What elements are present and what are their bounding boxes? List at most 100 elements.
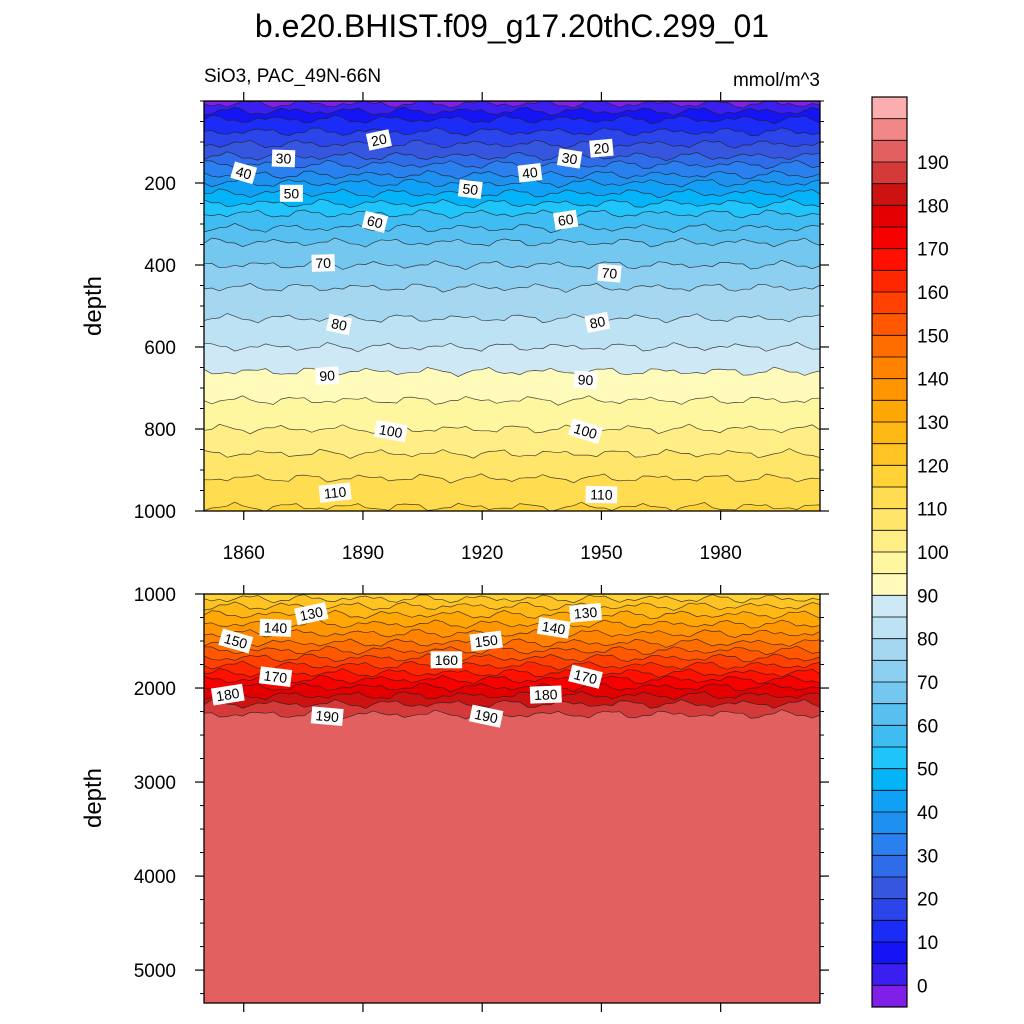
contour-line (204, 594, 820, 604)
contour-label-text: 80 (330, 315, 349, 334)
contour-label-box (584, 311, 611, 333)
y-tick-label: 1000 (134, 585, 176, 606)
colorbar-label: 170 (917, 240, 949, 261)
y-tick-label: 2000 (134, 679, 176, 700)
contour-label-text: 150 (222, 630, 249, 652)
contour-label-text: 130 (298, 603, 324, 624)
contour-line (204, 674, 820, 685)
contour-label: 100 (567, 418, 604, 444)
contour-label-box (589, 138, 614, 158)
contour-line (204, 473, 820, 484)
contour-label-text: 90 (319, 367, 336, 384)
colorbar-box (872, 335, 907, 358)
y-tick-label: 600 (144, 338, 176, 359)
colorbar-box (872, 443, 907, 466)
contour-label: 50 (279, 184, 303, 202)
contour-label: 40 (230, 161, 258, 185)
upper-panel: 200 400 600 800 1000 1860 1890 1920 1950 1980 20 2… (80, 92, 829, 564)
colorbar-box (872, 400, 907, 423)
contour-label-text: 40 (234, 163, 254, 183)
contour-label-text: 160 (435, 652, 459, 668)
contour-line (204, 178, 820, 189)
colorbar-box (872, 248, 907, 271)
contour-label-text: 180 (215, 685, 241, 704)
contour-label-box (310, 706, 344, 727)
contour-band (204, 473, 820, 511)
colorbar-box (872, 985, 907, 1008)
contour-label-box (569, 602, 602, 623)
contour-line (204, 668, 820, 678)
contour-line (204, 341, 820, 353)
units-label: mmol/m^3 (733, 70, 820, 91)
contour-label: 170 (568, 664, 603, 689)
contour-line (204, 690, 820, 701)
y-tick-label: 400 (144, 256, 176, 277)
contour-label-box (517, 162, 543, 183)
colorbar-box (872, 898, 907, 921)
contour-label-text: 60 (557, 211, 575, 229)
contour-label-text: 50 (284, 185, 300, 201)
colorbar-box (872, 118, 907, 141)
colorbar-label: 180 (917, 196, 949, 217)
contour-label-box (318, 482, 352, 503)
contour-label: 150 (469, 630, 503, 652)
upper-y-axis-title: depth (80, 276, 107, 336)
y-tick-label: 4000 (134, 867, 176, 888)
contour-line (204, 139, 820, 149)
contour-band (204, 502, 820, 511)
contour-line (204, 259, 820, 271)
colorbar-box (872, 833, 907, 856)
contour-label-text: 140 (541, 618, 567, 637)
y-tick-label: 800 (144, 420, 176, 441)
colorbar-label: 150 (917, 326, 949, 347)
contour-label-box (553, 209, 579, 231)
contour-label-text: 180 (534, 686, 558, 703)
contour-label-box (271, 149, 296, 168)
colorbar-box (872, 465, 907, 488)
colorbar-label: 190 (917, 153, 949, 174)
contour-label-box (294, 602, 329, 626)
contour-label-text: 60 (365, 212, 384, 231)
y-tick-label: 200 (144, 174, 176, 195)
contour-line (204, 366, 820, 377)
contour-label-box (373, 419, 408, 443)
colorbar-label: 110 (917, 500, 947, 521)
contour-line (204, 170, 820, 180)
contour-label: 100 (373, 419, 408, 443)
contour-line (204, 188, 820, 199)
colorbar-box (872, 140, 907, 163)
colorbar-box (872, 747, 907, 770)
contour-line (204, 237, 820, 248)
contour-label-box (259, 618, 292, 637)
colorbar-box (872, 292, 907, 315)
contour-label: 20 (365, 129, 392, 151)
contour-label-text: 110 (323, 483, 347, 501)
colorbar-frame (871, 96, 908, 1008)
colorbar-box (872, 183, 907, 206)
contour-label-text: 170 (572, 666, 599, 687)
contour-label: 70 (597, 263, 622, 283)
contour-label-box (573, 370, 598, 389)
y-tick-label: 3000 (134, 773, 176, 794)
contour-line (204, 699, 820, 709)
colorbar-label: 120 (917, 456, 949, 477)
contour-label-box (469, 704, 504, 728)
contour-line (204, 709, 820, 720)
contour-label-box (311, 254, 335, 272)
contour-label-box (218, 628, 254, 654)
contour-label: 160 (430, 651, 463, 669)
contour-label-box (556, 148, 583, 169)
x-tick-label: 1950 (580, 543, 622, 564)
contour-label-box (529, 685, 562, 704)
contour-label: 90 (573, 370, 598, 389)
contour-label-text: 100 (572, 420, 599, 442)
contour-label: 190 (469, 704, 504, 728)
contour-label: 180 (529, 685, 562, 704)
contour-line (204, 660, 820, 671)
contour-line (204, 114, 820, 124)
contour-label: 60 (553, 209, 579, 231)
contour-label: 60 (361, 210, 389, 233)
contour-label-box (230, 161, 258, 185)
colorbar-box (872, 660, 907, 683)
